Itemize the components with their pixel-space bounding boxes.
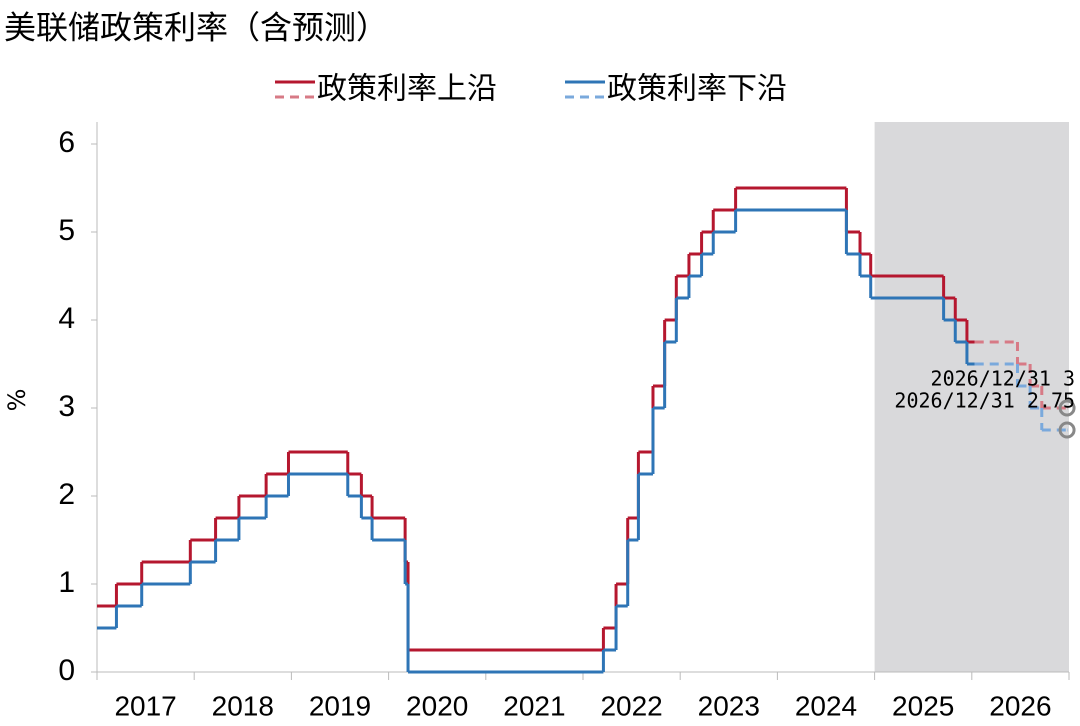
x-tick-label: 2025 — [892, 690, 954, 721]
forecast-shade — [874, 122, 1069, 672]
y-tick-label: 4 — [58, 302, 75, 335]
x-tick-label: 2024 — [795, 690, 857, 721]
end-marker — [1058, 421, 1076, 439]
y-axis-label: % — [3, 389, 31, 412]
x-tick-label: 2026 — [989, 690, 1051, 721]
annotation: 2026/12/31 3 — [931, 367, 1076, 391]
y-tick-label: 1 — [58, 566, 75, 599]
x-tick-label: 2018 — [212, 690, 274, 721]
y-tick-label: 5 — [58, 214, 75, 247]
series-line — [97, 208, 975, 674]
end-marker — [1058, 399, 1076, 417]
series-line — [974, 340, 1068, 410]
x-tick-label: 2022 — [600, 690, 662, 721]
y-tick-label: 3 — [58, 390, 75, 423]
x-tick-label: 2023 — [698, 690, 760, 721]
legend-label: 政策利率下沿 — [607, 72, 787, 107]
y-tick-label: 6 — [58, 126, 75, 159]
series-line — [974, 362, 1068, 432]
x-tick-label: 2017 — [114, 690, 176, 721]
legend-label: 政策利率上沿 — [317, 72, 497, 107]
chart-title: 美联储政策利率（含预测） — [4, 9, 388, 47]
series-line — [97, 186, 975, 652]
y-tick-label: 2 — [58, 478, 75, 511]
y-tick-label: 0 — [58, 654, 75, 687]
x-tick-label: 2019 — [309, 690, 371, 721]
x-tick-label: 2020 — [406, 690, 468, 721]
annotation: 2026/12/31 2.75 — [894, 389, 1075, 413]
x-tick-label: 2021 — [503, 690, 565, 721]
